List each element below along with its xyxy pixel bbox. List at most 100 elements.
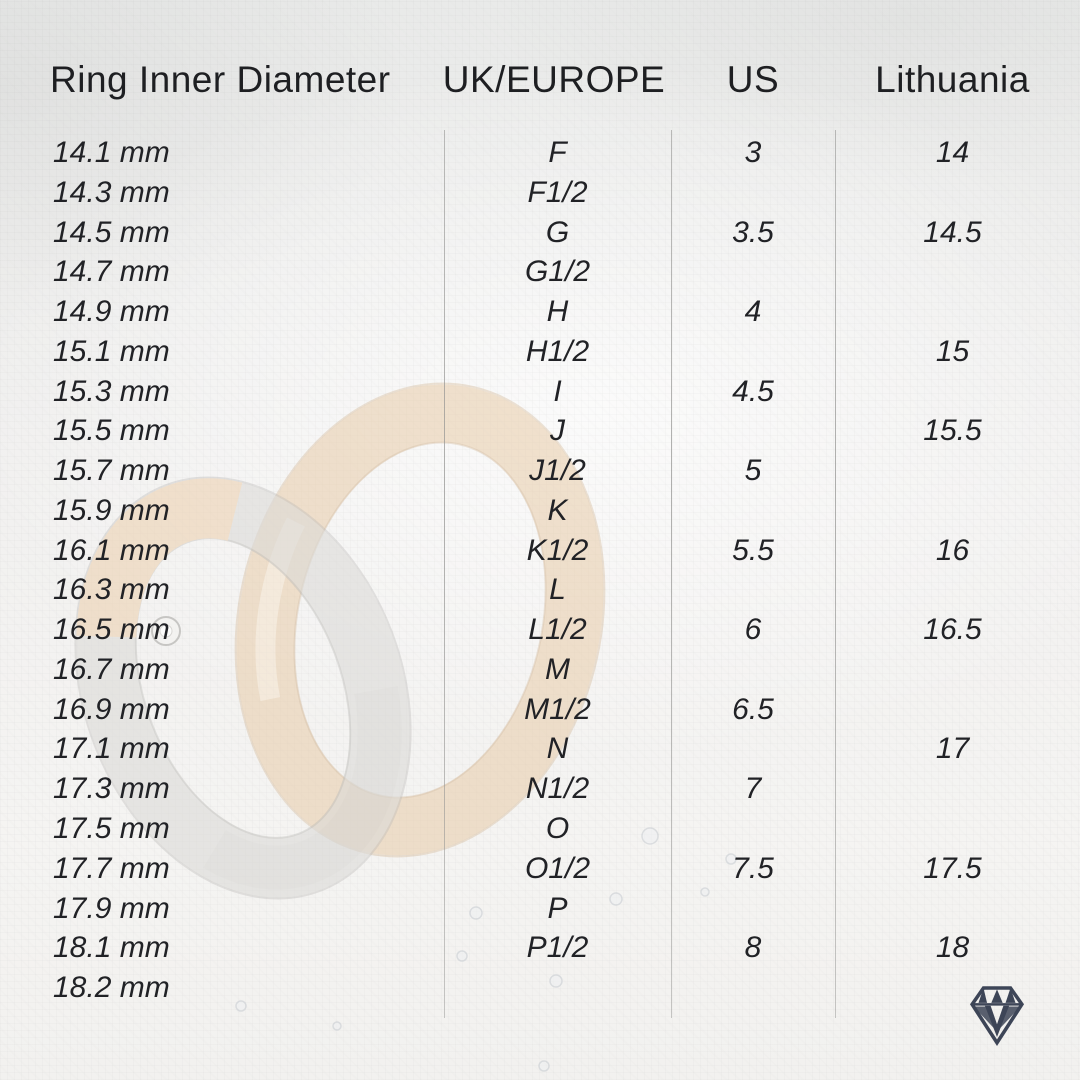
cell-uk-europe: O1/2 [524,851,591,885]
cell-lithuania: 16 [935,533,970,567]
cell-us: 8 [744,931,762,965]
cell-lithuania [835,451,1070,491]
cell-us: 3.5 [732,215,774,249]
cell-us [671,968,835,1008]
cell-us: 7 [744,772,762,806]
table-row: 14.7 mm G1/2 [0,252,1080,292]
cell-uk-europe: J [550,414,565,448]
cell-diameter: 17.3 mm [53,772,170,806]
table-row: 14.9 mm H 4 [0,292,1080,332]
cell-uk-europe: L [549,573,566,607]
scattered-diamonds [235,827,737,1072]
cell-us [671,889,835,929]
cell-uk-europe: G1/2 [524,255,591,289]
cell-lithuania [835,292,1070,332]
cell-uk-europe: M [545,652,570,686]
table-row: 17.1 mm N 17 [0,729,1080,769]
silver-ring-image [74,476,412,900]
cell-lithuania [835,690,1070,730]
cell-uk-europe: L1/2 [528,613,587,647]
cell-diameter: 18.1 mm [53,931,170,965]
cell-diameter: 17.7 mm [53,851,170,885]
cell-diameter: 15.7 mm [53,454,170,488]
cell-uk-europe: I [553,374,562,408]
cell-us [671,252,835,292]
cell-diameter: 14.5 mm [53,215,170,249]
header-us: US [726,59,780,100]
cell-us: 7.5 [732,851,774,885]
cell-diameter: 18.2 mm [53,971,170,1005]
cell-us [671,491,835,531]
table-body: 14.1 mm F 3 14 14.3 mm F1/2 14.5 mm G 3.… [0,133,1080,1008]
cell-us [671,173,835,213]
ring-gemstone [151,616,181,646]
cell-uk-europe: H1/2 [525,334,590,368]
table-row: 16.1 mm K1/2 5.5 16 [0,531,1080,571]
table-row: 14.5 mm G 3.5 14.5 [0,213,1080,253]
table-row: 17.3 mm N1/2 7 [0,769,1080,809]
cell-lithuania: 17 [935,732,970,766]
cell-diameter: 15.1 mm [53,334,170,368]
column-separator-1 [444,130,445,1018]
cell-lithuania [835,252,1070,292]
cell-diameter: 14.3 mm [53,175,170,209]
cell-diameter: 17.5 mm [53,812,170,846]
cell-us [671,650,835,690]
cell-uk-europe: H [546,295,569,329]
cell-us: 6 [744,613,762,647]
table-row: 15.5 mm J 15.5 [0,411,1080,451]
cell-lithuania [835,491,1070,531]
cell-us: 4 [744,295,762,329]
header-ring-inner-diameter: Ring Inner Diameter [50,59,391,100]
cell-uk-europe: K [547,493,568,527]
table-row: 17.9 mm P [0,889,1080,929]
cell-uk-europe: N [546,732,569,766]
cell-diameter: 15.9 mm [53,493,170,527]
cell-lithuania: 14.5 [923,215,982,249]
table-row: 18.1 mm P1/2 8 18 [0,928,1080,968]
cell-lithuania [835,809,1070,849]
cell-us: 4.5 [732,374,774,408]
cell-lithuania [835,372,1070,412]
header-lithuania: Lithuania [875,59,1030,100]
cell-lithuania: 14 [935,136,970,169]
diamond-logo [969,986,1025,1047]
cell-diameter: 16.7 mm [53,652,170,686]
cell-uk-europe: P [547,891,568,925]
cell-diameter: 14.7 mm [53,255,170,289]
column-separator-2 [671,130,672,1018]
cell-us [671,729,835,769]
table-row: 18.2 mm [0,968,1080,1008]
cell-diameter: 16.1 mm [53,533,170,567]
cell-diameter: 15.3 mm [53,374,170,408]
table-row: 15.7 mm J1/2 5 [0,451,1080,491]
cell-us [671,332,835,372]
header-uk-europe: UK/EUROPE [442,59,666,100]
cell-uk-europe: J1/2 [529,454,586,488]
cell-uk-europe: F [548,136,567,169]
cell-diameter: 14.1 mm [53,136,170,169]
cell-lithuania: 17.5 [923,851,982,885]
cell-uk-europe [444,968,671,1008]
table-row: 16.9 mm M1/2 6.5 [0,690,1080,730]
table-row: 14.3 mm F1/2 [0,173,1080,213]
column-separator-3 [835,130,836,1018]
cell-diameter: 15.5 mm [53,414,170,448]
cell-uk-europe: G [545,215,570,249]
table-row: 15.9 mm K [0,491,1080,531]
table-row: 16.7 mm M [0,650,1080,690]
table-row: 14.1 mm F 3 14 [0,133,1080,173]
cell-diameter: 16.9 mm [53,692,170,726]
cell-uk-europe: N1/2 [525,772,590,806]
cell-us: 5 [744,454,762,488]
cell-lithuania [835,968,1070,1008]
cell-lithuania: 15 [935,334,970,368]
cell-uk-europe: P1/2 [526,931,589,965]
cell-diameter: 17.1 mm [53,732,170,766]
cell-us: 6.5 [732,692,774,726]
cell-diameter: 14.9 mm [53,295,170,329]
cell-diameter: 16.5 mm [53,613,170,647]
cell-lithuania: 15.5 [923,414,982,448]
